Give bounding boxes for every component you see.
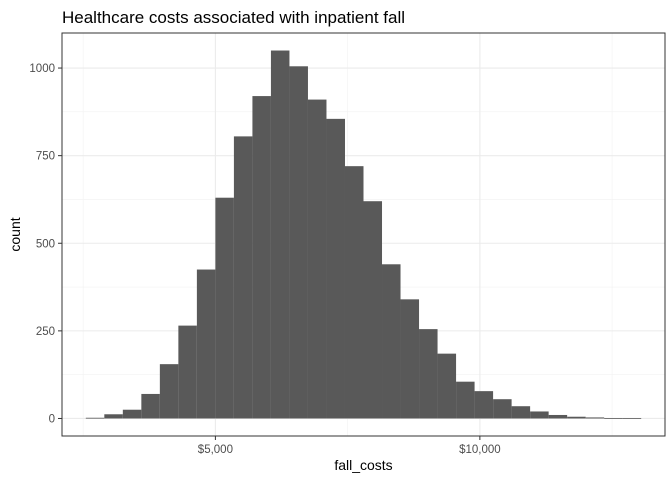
histogram-bar <box>270 50 290 419</box>
x-axis-ticks: $5,000 $10,000 <box>198 436 501 456</box>
histogram-bar <box>141 393 160 419</box>
histogram-bar <box>196 269 216 419</box>
chart-title: Healthcare costs associated with inpatie… <box>62 8 405 27</box>
histogram-bar <box>104 414 123 419</box>
histogram-bar <box>511 406 531 419</box>
y-tick-label: 750 <box>36 151 55 163</box>
histogram-bar <box>493 399 512 419</box>
x-tick-label: $5,000 <box>198 444 233 456</box>
histogram-bar <box>344 166 364 419</box>
plot-border <box>61 32 666 437</box>
histogram-bar <box>548 414 568 419</box>
y-tick-label: 250 <box>36 326 55 338</box>
histogram-bar <box>326 118 345 419</box>
histogram-bar <box>419 329 438 419</box>
histogram-bars <box>85 50 642 419</box>
y-axis-title: count <box>7 217 23 251</box>
histogram-bar <box>307 99 327 419</box>
x-tick-label: $10,000 <box>459 444 501 456</box>
histogram-bar <box>585 417 605 419</box>
histogram-bar <box>604 418 623 419</box>
histogram-bar <box>474 391 494 419</box>
histogram-bar <box>215 197 234 419</box>
histogram-bar <box>289 66 308 419</box>
histogram-bar <box>437 353 457 419</box>
histogram-bar <box>159 364 179 419</box>
y-tick-label: 500 <box>36 238 55 250</box>
histogram-bar <box>622 418 642 419</box>
histogram-bar <box>400 299 420 419</box>
histogram-bar <box>567 416 586 419</box>
histogram-bar <box>252 96 271 419</box>
histogram-bar <box>85 417 105 419</box>
y-tick-label: 0 <box>49 413 55 425</box>
histogram-bar <box>363 201 383 419</box>
histogram-bar <box>233 136 253 419</box>
x-axis-title: fall_costs <box>334 457 392 473</box>
histogram-bar <box>530 411 549 419</box>
histogram-bar <box>456 381 475 419</box>
histogram-bar <box>178 325 197 419</box>
y-tick-label: 1000 <box>29 63 55 75</box>
y-axis-ticks: 0 250 500 750 1000 <box>29 63 62 425</box>
histogram-bar <box>122 409 142 419</box>
histogram-bar <box>382 264 401 419</box>
